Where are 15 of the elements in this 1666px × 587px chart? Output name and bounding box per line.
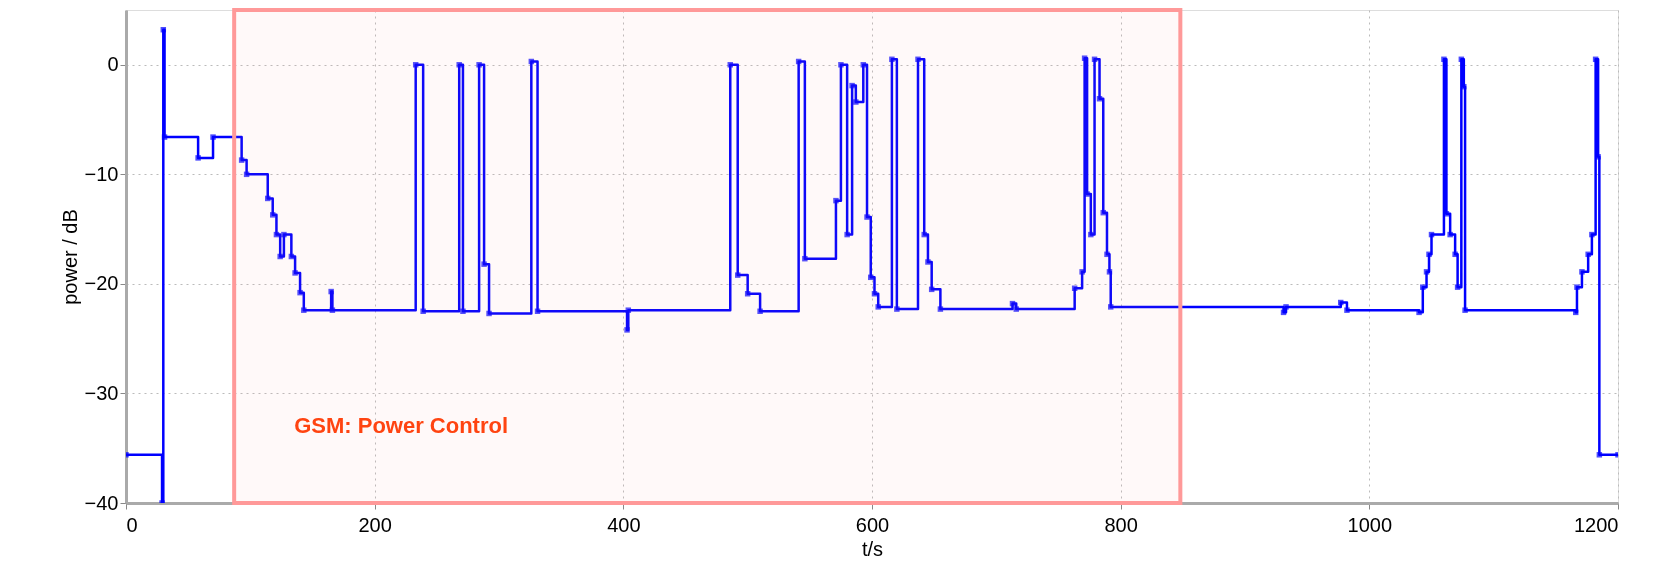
x-tick-label: 0 <box>126 513 138 536</box>
y-tick-label: −30 <box>84 381 119 404</box>
x-axis-title: t/s <box>861 537 884 560</box>
x-tick-label: 400 <box>607 513 641 536</box>
y-axis-title: power / dB <box>58 209 81 305</box>
band-label: GSM: Power Control <box>294 413 509 438</box>
y-tick-label: −10 <box>84 162 119 185</box>
x-tick-label: 800 <box>1104 513 1138 536</box>
y-tick-label: 0 <box>107 53 119 76</box>
y-tick-label: −40 <box>84 491 119 514</box>
y-tick-label: −20 <box>84 272 119 295</box>
x-tick-label: 200 <box>358 513 392 536</box>
x-tick-label: 1000 <box>1347 513 1393 536</box>
x-tick-label: 1200 <box>1574 513 1619 536</box>
x-tick-label: 600 <box>855 513 890 536</box>
